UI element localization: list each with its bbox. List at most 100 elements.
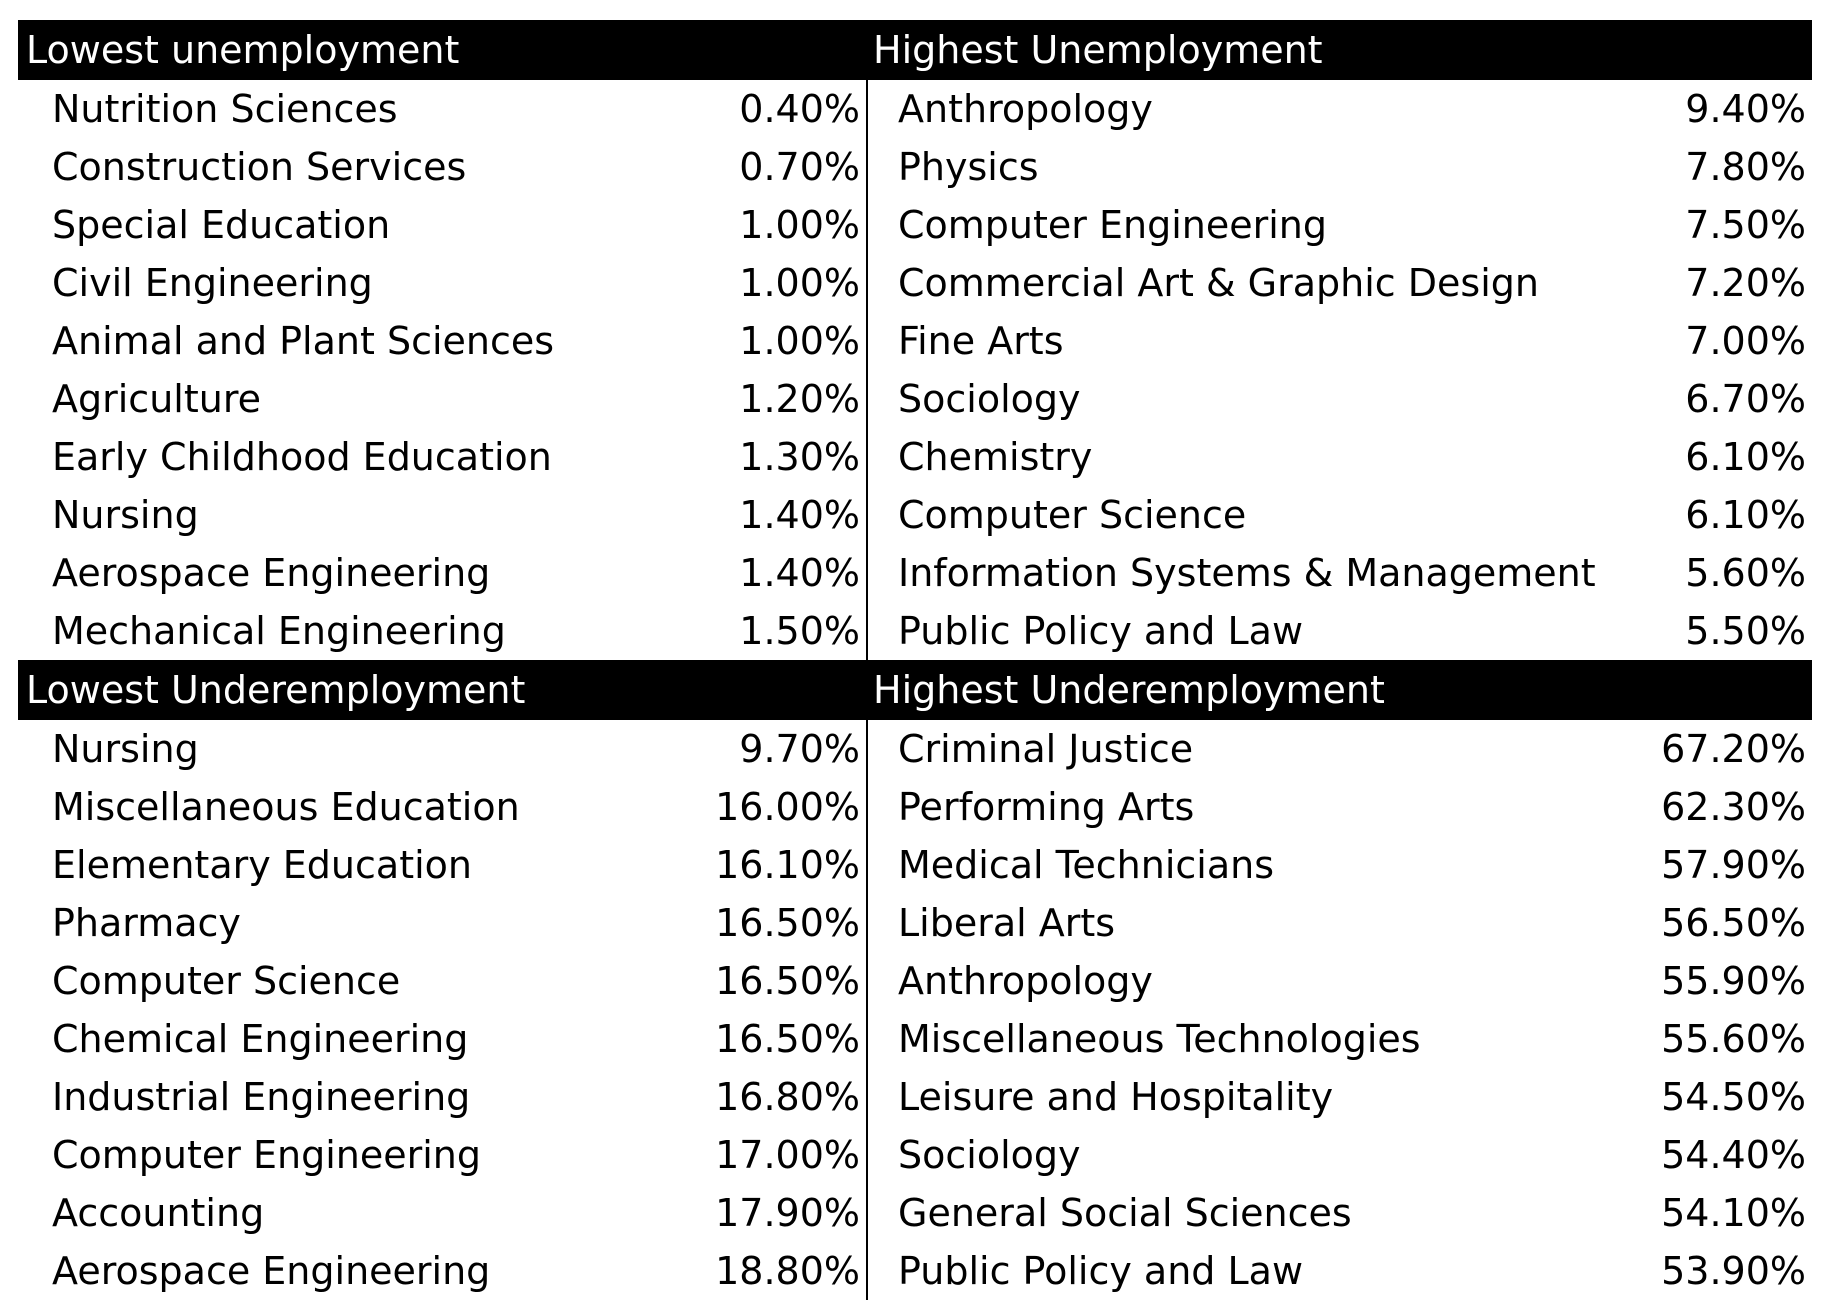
major-name: Computer Engineering bbox=[52, 1133, 481, 1177]
rate-value: 54.50% bbox=[1661, 1075, 1806, 1119]
rate-value: 0.40% bbox=[739, 87, 860, 131]
major-name: Medical Technicians bbox=[898, 843, 1275, 887]
major-name: General Social Sciences bbox=[898, 1191, 1352, 1235]
table-row: Nursing 9.70% bbox=[18, 720, 866, 778]
rate-value: 62.30% bbox=[1661, 785, 1806, 829]
table-row: Industrial Engineering 16.80% bbox=[18, 1068, 866, 1126]
rate-value: 7.50% bbox=[1685, 203, 1806, 247]
rate-value: 16.50% bbox=[715, 959, 860, 1003]
major-name: Computer Science bbox=[898, 493, 1247, 537]
rate-value: 9.40% bbox=[1685, 87, 1806, 131]
rate-value: 7.80% bbox=[1685, 145, 1806, 189]
unemployment-header-bar: Lowest unemployment Highest Unemployment bbox=[18, 20, 1812, 80]
rate-value: 7.20% bbox=[1685, 261, 1806, 305]
table-row: Animal and Plant Sciences 1.00% bbox=[18, 312, 866, 370]
table-row: Physics 7.80% bbox=[868, 138, 1812, 196]
table-row: Information Systems & Management 5.60% bbox=[868, 544, 1812, 602]
highest-unemployment-title: Highest Unemployment bbox=[873, 28, 1323, 72]
table-row: Chemical Engineering 16.50% bbox=[18, 1010, 866, 1068]
table-row: Nutrition Sciences 0.40% bbox=[18, 80, 866, 138]
major-name: Agriculture bbox=[52, 377, 261, 421]
highest-underemployment-column: Criminal Justice 67.20% Performing Arts 62.… bbox=[868, 720, 1812, 1300]
major-name: Mechanical Engineering bbox=[52, 609, 506, 653]
table-row: Performing Arts 62.30% bbox=[868, 778, 1812, 836]
highest-unemployment-column: Anthropology 9.40% Physics 7.80% Computer En… bbox=[868, 80, 1812, 660]
rate-value: 16.80% bbox=[715, 1075, 860, 1119]
major-name: Leisure and Hospitality bbox=[898, 1075, 1334, 1119]
table-row: Computer Science 6.10% bbox=[868, 486, 1812, 544]
major-name: Public Policy and Law bbox=[898, 1249, 1304, 1293]
table-row: Chemistry 6.10% bbox=[868, 428, 1812, 486]
table-row: Mechanical Engineering 1.50% bbox=[18, 602, 866, 660]
major-name: Sociology bbox=[898, 1133, 1081, 1177]
table-row: Anthropology 9.40% bbox=[868, 80, 1812, 138]
rate-value: 5.60% bbox=[1685, 551, 1806, 595]
table-row: Civil Engineering 1.00% bbox=[18, 254, 866, 312]
rate-value: 5.50% bbox=[1685, 609, 1806, 653]
table-row: Aerospace Engineering 1.40% bbox=[18, 544, 866, 602]
table-row: Aerospace Engineering 18.80% bbox=[18, 1242, 866, 1300]
rate-value: 67.20% bbox=[1661, 727, 1806, 771]
rate-value: 54.40% bbox=[1661, 1133, 1806, 1177]
rate-value: 1.30% bbox=[739, 435, 860, 479]
employment-table: Lowest unemployment Highest Unemployment… bbox=[18, 20, 1812, 1302]
table-row: Miscellaneous Technologies 55.60% bbox=[868, 1010, 1812, 1068]
major-name: Aerospace Engineering bbox=[52, 1249, 491, 1293]
major-name: Anthropology bbox=[898, 87, 1153, 131]
table-row: Computer Science 16.50% bbox=[18, 952, 866, 1010]
rate-value: 6.70% bbox=[1685, 377, 1806, 421]
rate-value: 1.00% bbox=[739, 261, 860, 305]
table-row: Construction Services 0.70% bbox=[18, 138, 866, 196]
major-name: Construction Services bbox=[52, 145, 467, 189]
rate-value: 1.00% bbox=[739, 319, 860, 363]
rate-value: 9.70% bbox=[739, 727, 860, 771]
table-row: Elementary Education 16.10% bbox=[18, 836, 866, 894]
lowest-underemployment-title: Lowest Underemployment bbox=[26, 668, 526, 712]
table-row: Nursing 1.40% bbox=[18, 486, 866, 544]
table-row: Sociology 54.40% bbox=[868, 1126, 1812, 1184]
rate-value: 54.10% bbox=[1661, 1191, 1806, 1235]
major-name: Commercial Art & Graphic Design bbox=[898, 261, 1539, 305]
highest-underemployment-title: Highest Underemployment bbox=[873, 668, 1385, 712]
major-name: Pharmacy bbox=[52, 901, 241, 945]
rate-value: 16.00% bbox=[715, 785, 860, 829]
major-name: Sociology bbox=[898, 377, 1081, 421]
major-name: Chemistry bbox=[898, 435, 1093, 479]
table-row: Commercial Art & Graphic Design 7.20% bbox=[868, 254, 1812, 312]
rate-value: 56.50% bbox=[1661, 901, 1806, 945]
table-row: Computer Engineering 17.00% bbox=[18, 1126, 866, 1184]
rate-value: 6.10% bbox=[1685, 435, 1806, 479]
rate-value: 17.00% bbox=[715, 1133, 860, 1177]
major-name: Animal and Plant Sciences bbox=[52, 319, 555, 363]
rate-value: 17.90% bbox=[715, 1191, 860, 1235]
major-name: Miscellaneous Technologies bbox=[898, 1017, 1421, 1061]
major-name: Criminal Justice bbox=[898, 727, 1194, 771]
major-name: Nursing bbox=[52, 493, 199, 537]
major-name: Aerospace Engineering bbox=[52, 551, 491, 595]
rate-value: 1.20% bbox=[739, 377, 860, 421]
rate-value: 6.10% bbox=[1685, 493, 1806, 537]
rate-value: 1.40% bbox=[739, 493, 860, 537]
table-row: Anthropology 55.90% bbox=[868, 952, 1812, 1010]
major-name: Computer Science bbox=[52, 959, 401, 1003]
major-name: Early Childhood Education bbox=[52, 435, 552, 479]
table-row: Early Childhood Education 1.30% bbox=[18, 428, 866, 486]
table-row: General Social Sciences 54.10% bbox=[868, 1184, 1812, 1242]
rate-value: 55.60% bbox=[1661, 1017, 1806, 1061]
table-row: Agriculture 1.20% bbox=[18, 370, 866, 428]
rate-value: 16.10% bbox=[715, 843, 860, 887]
lowest-unemployment-title: Lowest unemployment bbox=[26, 28, 460, 72]
major-name: Industrial Engineering bbox=[52, 1075, 471, 1119]
table-row: Accounting 17.90% bbox=[18, 1184, 866, 1242]
major-name: Fine Arts bbox=[898, 319, 1064, 363]
rate-value: 0.70% bbox=[739, 145, 860, 189]
lowest-underemployment-column: Nursing 9.70% Miscellaneous Education 16.00… bbox=[18, 720, 866, 1300]
table-row: Public Policy and Law 53.90% bbox=[868, 1242, 1812, 1300]
rate-value: 16.50% bbox=[715, 1017, 860, 1061]
major-name: Civil Engineering bbox=[52, 261, 373, 305]
table-row: Fine Arts 7.00% bbox=[868, 312, 1812, 370]
table-row: Pharmacy 16.50% bbox=[18, 894, 866, 952]
column-divider bbox=[866, 720, 868, 1300]
table-row: Liberal Arts 56.50% bbox=[868, 894, 1812, 952]
rate-value: 18.80% bbox=[715, 1249, 860, 1293]
